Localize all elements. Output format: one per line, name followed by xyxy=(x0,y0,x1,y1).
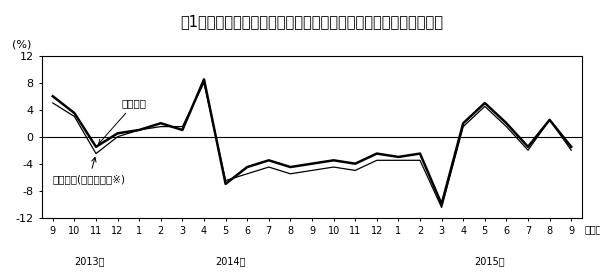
Text: 消費支出: 消費支出 xyxy=(98,98,147,144)
Text: 消費支出(除く住居等※): 消費支出(除く住居等※) xyxy=(53,157,126,184)
Text: （月）: （月） xyxy=(584,224,600,234)
Text: 図1　消費支出の対前年同月実質増減率の推移（二人以上の世帯）: 図1 消費支出の対前年同月実質増減率の推移（二人以上の世帯） xyxy=(181,14,443,29)
Text: 2015年: 2015年 xyxy=(474,256,505,266)
Text: 2014年: 2014年 xyxy=(215,256,245,266)
Text: (%): (%) xyxy=(13,39,32,49)
Text: 2013年: 2013年 xyxy=(74,256,105,266)
